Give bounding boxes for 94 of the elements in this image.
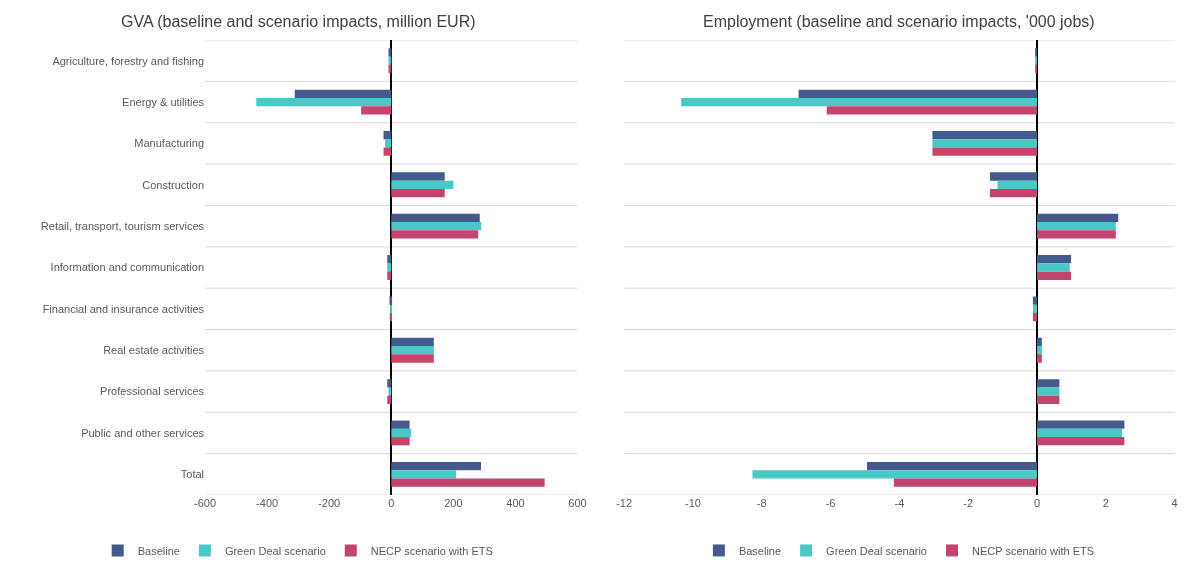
x-tick-label: 600 <box>568 497 587 509</box>
bar <box>798 89 1038 98</box>
x-tick-label: 200 <box>444 497 463 509</box>
bar <box>1037 271 1072 280</box>
chart-title: GVA (baseline and scenario impacts, million EUR) <box>121 13 476 30</box>
bar <box>391 346 434 355</box>
y-tick-label: Financial and insurance activities <box>42 302 205 315</box>
bar <box>294 89 392 98</box>
bar <box>391 461 482 471</box>
x-tick-label: -8 <box>756 497 767 509</box>
bar <box>893 478 1038 487</box>
bar <box>1035 56 1038 65</box>
bar <box>1037 354 1042 363</box>
x-tick-label: -6 <box>825 497 836 509</box>
y-tick-label: Retail, transport, tourism services <box>40 219 205 232</box>
bar <box>1037 337 1042 347</box>
bar <box>387 263 392 272</box>
bar <box>387 271 392 280</box>
bar <box>989 172 1038 181</box>
bar <box>1035 48 1038 57</box>
bar <box>390 304 393 313</box>
bar <box>387 379 392 388</box>
chart-title: Employment (baseline and scenario impacts, '000 jobs) <box>703 13 1095 30</box>
legend-label: Baseline <box>738 544 782 557</box>
y-tick-label: Public and other services <box>81 426 205 439</box>
bar <box>1037 213 1119 222</box>
x-tick-label: 0 <box>1033 497 1041 509</box>
bar <box>932 131 1038 140</box>
bar <box>932 147 1038 156</box>
bar <box>1032 304 1038 313</box>
bar <box>1037 395 1060 404</box>
bar <box>391 420 410 429</box>
bar <box>391 478 545 487</box>
y-tick-label: Manufacturing <box>134 137 205 150</box>
bar <box>387 395 392 404</box>
bar <box>1037 346 1042 355</box>
bar <box>391 437 410 446</box>
x-tick-label: -400 <box>256 497 279 509</box>
x-tick-label: -600 <box>194 497 217 509</box>
bar <box>1035 64 1038 74</box>
y-tick-label: Total <box>180 468 205 481</box>
bar <box>391 213 480 222</box>
bar <box>391 428 412 438</box>
bar <box>1037 222 1116 231</box>
x-tick-label: 4 <box>1171 497 1178 509</box>
bar <box>391 354 434 363</box>
bar <box>391 230 479 239</box>
bar <box>391 337 434 347</box>
bar <box>389 296 393 305</box>
bar <box>385 139 392 148</box>
bar <box>391 172 445 181</box>
x-tick-label: 0 <box>388 497 395 509</box>
legend-label: Green Deal scenario <box>224 544 326 557</box>
x-tick-label: -10 <box>684 497 701 509</box>
bar <box>391 180 454 189</box>
y-tick-label: Energy & utilities <box>122 95 205 108</box>
bar <box>1037 230 1116 239</box>
bar <box>1037 437 1125 446</box>
x-tick-label: 2 <box>1102 497 1109 509</box>
bar <box>387 255 392 264</box>
y-tick-label: Information and communication <box>50 261 205 274</box>
bar <box>1032 313 1038 322</box>
bar <box>1032 296 1038 305</box>
bar <box>681 97 1038 107</box>
x-tick-label: -200 <box>318 497 341 509</box>
bar <box>256 97 392 107</box>
y-tick-label: Construction <box>142 178 205 191</box>
bar <box>1037 263 1070 272</box>
x-tick-label: 400 <box>506 497 525 509</box>
y-tick-label: Professional services <box>100 385 205 398</box>
bar <box>1037 420 1125 429</box>
x-tick-label: -12 <box>616 497 633 509</box>
bar <box>391 188 445 198</box>
legend-label: Green Deal scenario <box>826 544 927 557</box>
bar <box>867 461 1038 471</box>
bar <box>997 180 1038 189</box>
bar <box>1037 428 1123 438</box>
bar <box>361 106 392 115</box>
bar <box>391 470 457 479</box>
x-tick-label: -4 <box>894 497 905 509</box>
bar <box>1037 255 1072 264</box>
legend-label: NECP scenario with ETS <box>971 544 1095 557</box>
legend-label: Baseline <box>137 544 180 557</box>
bar <box>932 139 1038 148</box>
bar <box>1037 387 1060 396</box>
legend-label: NECP scenario with ETS <box>370 544 493 557</box>
bar <box>391 222 482 231</box>
x-tick-label: -2 <box>963 497 974 509</box>
y-tick-label: Real estate activities <box>103 344 205 357</box>
bar <box>752 470 1038 479</box>
bar <box>826 106 1038 115</box>
bar <box>1037 379 1060 388</box>
bar <box>989 188 1038 198</box>
y-tick-label: Agriculture, forestry and fishing <box>52 54 205 67</box>
